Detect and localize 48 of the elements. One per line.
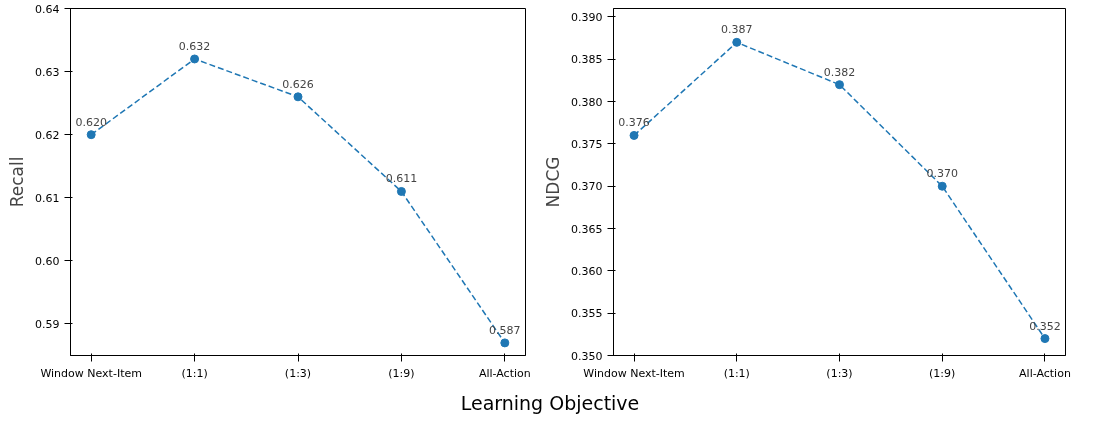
y-tick-label: 0.59 <box>35 317 60 331</box>
x-tick-label: (1:1) <box>723 366 750 380</box>
y-tick-label: 0.355 <box>571 307 603 321</box>
x-tick-label: All-Action <box>1019 366 1071 380</box>
data-label: 0.376 <box>618 116 650 130</box>
y-tick-label: 0.60 <box>35 254 60 268</box>
point <box>1040 334 1050 344</box>
x-tick-label: (1:1) <box>181 366 208 380</box>
point <box>86 130 96 140</box>
point <box>190 54 200 64</box>
data-label: 0.382 <box>823 65 856 79</box>
data-label: 0.620 <box>75 115 107 129</box>
y-tick-label: 0.62 <box>35 128 60 142</box>
data-label: 0.387 <box>721 23 753 37</box>
data-label: 0.626 <box>282 77 314 91</box>
x-tick-label: Window Next-Item <box>583 366 685 380</box>
point <box>293 92 303 102</box>
point <box>937 181 947 191</box>
y-axis-title: Recall <box>7 156 28 208</box>
y-tick-label: 0.375 <box>571 137 603 151</box>
data-label: 0.611 <box>385 172 418 186</box>
data-label: 0.632 <box>178 39 211 53</box>
y-tick-label: 0.63 <box>35 65 60 79</box>
data-label: 0.352 <box>1029 319 1061 333</box>
y-tick-label: 0.370 <box>571 180 603 194</box>
data-label: 0.370 <box>926 167 958 181</box>
point <box>629 130 639 140</box>
x-axis-title: Learning Objective <box>460 391 640 416</box>
data-label: 0.587 <box>489 323 521 337</box>
x-tick-label: Window Next-Item <box>40 366 142 380</box>
y-axis-title: NDCG <box>543 156 564 208</box>
y-tick-label: 0.64 <box>35 2 60 16</box>
y-tick-label: 0.365 <box>571 222 603 236</box>
x-tick-label: (1:9) <box>388 366 415 380</box>
y-tick-label: 0.61 <box>35 191 60 205</box>
y-tick-label: 0.385 <box>571 53 603 67</box>
x-tick-label: (1:3) <box>284 366 312 380</box>
point <box>732 37 742 47</box>
x-tick-label: All-Action <box>478 366 531 380</box>
point <box>396 186 406 196</box>
y-tick-label: 0.360 <box>571 264 603 278</box>
y-tick-label: 0.380 <box>571 95 603 109</box>
point <box>500 338 510 348</box>
x-tick-label: (1:9) <box>929 366 956 380</box>
point <box>835 80 844 90</box>
x-tick-label: (1:3) <box>826 366 853 380</box>
y-tick-label: 0.390 <box>571 10 603 24</box>
y-tick-label: 0.350 <box>571 349 603 363</box>
